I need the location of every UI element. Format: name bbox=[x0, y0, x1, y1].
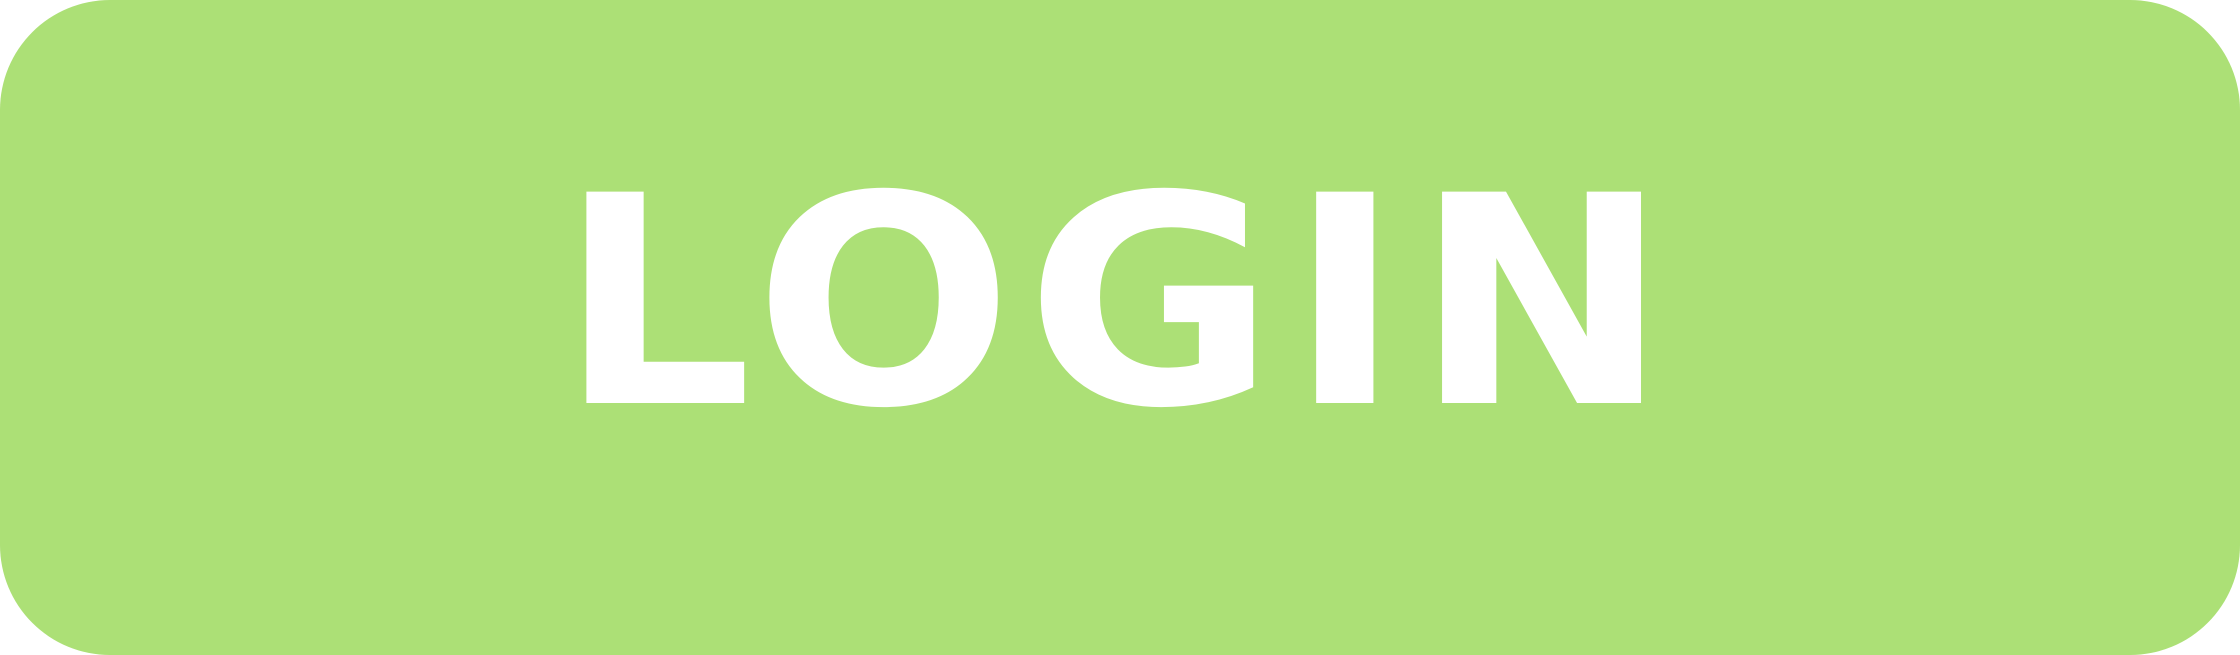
login-button-label: LOGIN bbox=[558, 135, 1682, 472]
